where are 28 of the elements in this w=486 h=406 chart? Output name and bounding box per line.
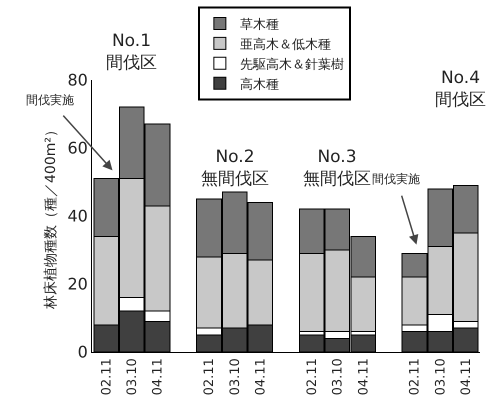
text: No.1 間伐区 — [106, 31, 157, 74]
x-tick-label: 04.11 — [356, 358, 372, 396]
y-tick-label: 20 — [67, 274, 88, 294]
legend-label: 先駆高木＆針葉樹 — [240, 56, 344, 72]
annotation: No.2 無間伐区 — [201, 147, 269, 190]
x-tick-label: 03.10 — [433, 358, 448, 396]
x-tick-label: 02.11 — [304, 358, 320, 396]
annotation: No.4 間伐区 — [435, 68, 486, 110]
x-tick-label: 02.11 — [99, 358, 114, 396]
legend-label: 草木種 — [240, 18, 279, 33]
annotation: 間伐実施 — [372, 172, 420, 186]
annotation: No.3 無間伐区 — [303, 147, 371, 190]
legend-label: 亜高木＆低木種 — [240, 36, 331, 52]
y-tick-label: 60 — [67, 138, 88, 158]
x-tick-label: 04.11 — [459, 358, 474, 396]
x-tick-label: 04.11 — [254, 358, 269, 396]
y-axis-title: 林床植物種数（種／400m²） — [43, 123, 60, 310]
text: 間伐実施 — [26, 93, 74, 107]
x-tick-label: 04.11 — [150, 358, 166, 396]
y-tick-label: 0 — [78, 342, 88, 362]
x-tick-label: 03.10 — [125, 358, 140, 396]
x-tick-label: 03.10 — [330, 358, 346, 396]
legend-label: 高木種 — [240, 76, 279, 92]
x-tick-label: 03.10 — [228, 358, 243, 396]
x-tick-label: 02.11 — [202, 358, 218, 396]
y-tick-label: 40 — [67, 206, 88, 226]
x-tick-label: 02.11 — [408, 358, 423, 396]
y-tick-label: 80 — [67, 70, 88, 90]
